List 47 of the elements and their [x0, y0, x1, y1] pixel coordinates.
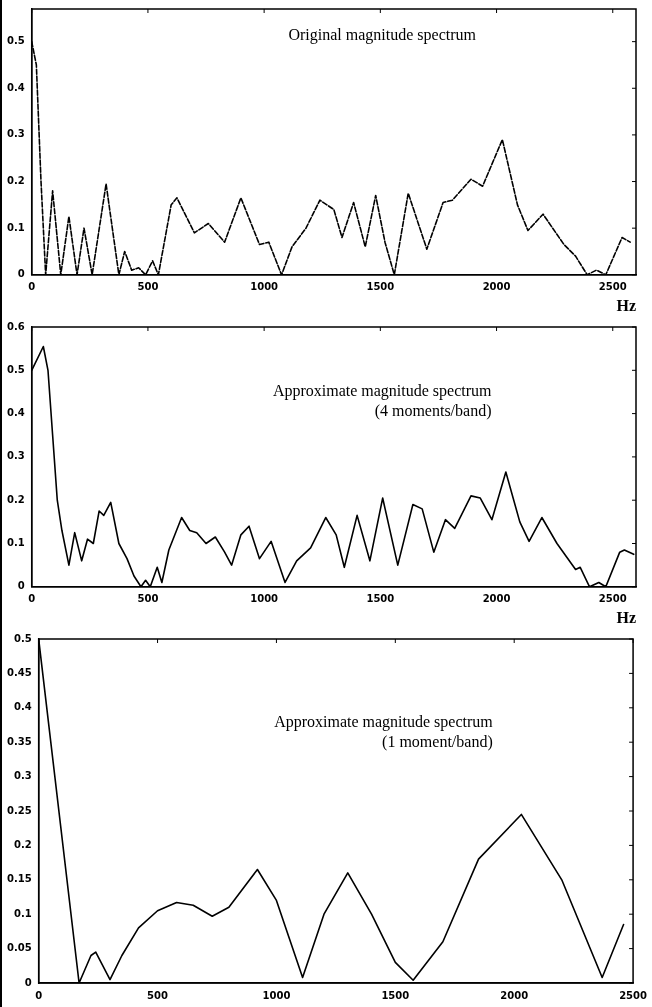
- x-tick-label: 2000: [482, 593, 511, 605]
- y-tick-label: 0.2: [7, 175, 25, 187]
- x-tick-label: 1000: [250, 593, 279, 605]
- x-tick-label: 2000: [500, 989, 529, 1001]
- y-tick-label: 0.2: [7, 493, 25, 505]
- x-tick-label: 2500: [619, 989, 648, 1001]
- y-tick-label: 0.2: [13, 838, 32, 850]
- x-axis-title: Hz: [616, 608, 636, 626]
- y-tick-label: 0.4: [7, 407, 25, 419]
- y-tick-label: 0.15: [6, 873, 32, 885]
- x-tick-label: 0: [35, 989, 43, 1001]
- x-tick-label: 2500: [598, 281, 627, 293]
- y-tick-label: 0.35: [6, 735, 32, 747]
- y-tick-label: 0.1: [7, 537, 25, 549]
- y-tick-label: 0.1: [13, 907, 32, 919]
- y-tick-label: 0.4: [7, 81, 25, 93]
- y-tick-label: 0.3: [7, 450, 25, 462]
- x-tick-label: 1500: [366, 281, 395, 293]
- x-tick-label: 2000: [482, 281, 511, 293]
- y-tick-label: 0: [17, 268, 25, 280]
- x-tick-label: 1000: [250, 281, 279, 293]
- text: (1 moment/band): [382, 732, 493, 751]
- x-tick-label: 1500: [366, 593, 395, 605]
- x-tick-label: 1000: [262, 989, 291, 1001]
- y-tick-label: 0.4: [13, 701, 32, 713]
- text: Approximate magnitude spectrum: [274, 712, 494, 731]
- y-tick-label: 0.1: [7, 221, 25, 233]
- y-tick-label: 0.5: [13, 632, 32, 644]
- y-tick-label: 0.5: [7, 35, 25, 47]
- y-tick-label: 0.3: [7, 128, 25, 140]
- text: Approximate magnitude spectrum: [272, 382, 493, 401]
- y-tick-label: 0.05: [6, 942, 32, 954]
- x-tick-label: 500: [137, 281, 159, 293]
- x-tick-label: 2500: [598, 593, 627, 605]
- x-axis-title: Hz: [616, 296, 636, 314]
- y-tick-label: 0.3: [13, 770, 32, 782]
- y-tick-label: 0.6: [7, 320, 25, 332]
- text: Original magnitude spectrum: [288, 25, 477, 44]
- y-tick-label: 0.25: [6, 804, 32, 816]
- x-tick-label: 500: [147, 989, 169, 1001]
- y-tick-label: 0: [17, 580, 25, 592]
- x-tick-label: 500: [137, 593, 159, 605]
- text: (4 moments/band): [374, 402, 492, 421]
- y-tick-label: 0.45: [6, 666, 32, 678]
- x-tick-label: 1500: [381, 989, 410, 1001]
- y-tick-label: 0: [24, 976, 32, 988]
- y-tick-label: 0.5: [7, 363, 25, 375]
